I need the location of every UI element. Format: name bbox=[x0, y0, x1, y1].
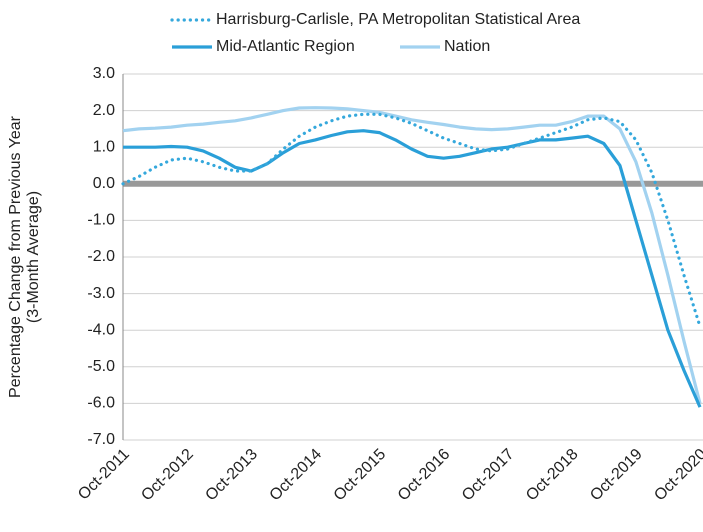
x-tick-label: Oct-2015 bbox=[331, 446, 390, 505]
y-tick-label: 1.0 bbox=[93, 138, 115, 155]
x-tick-label: Oct-2014 bbox=[267, 446, 326, 505]
legend-label: Harrisburg-Carlisle, PA Metropolitan Sta… bbox=[216, 11, 580, 28]
series-line bbox=[123, 129, 702, 408]
y-tick-label: -1.0 bbox=[87, 212, 115, 229]
legend-label: Nation bbox=[444, 38, 490, 55]
x-tick-label: Oct-2016 bbox=[395, 446, 454, 505]
x-tick-label: Oct-2019 bbox=[587, 446, 646, 505]
x-tick-label: Oct-2018 bbox=[523, 446, 582, 505]
y-tick-label: 0.0 bbox=[93, 175, 115, 192]
y-tick-label: 3.0 bbox=[93, 65, 115, 82]
x-tick-label: Oct-2017 bbox=[459, 446, 518, 505]
y-tick-label: -6.0 bbox=[87, 395, 115, 412]
x-tick-label: Oct-2011 bbox=[75, 446, 133, 504]
y-tick-label: 2.0 bbox=[93, 102, 115, 119]
y-axis-label: Percentage Change from Previous Year bbox=[7, 115, 24, 398]
y-axis-label: (3-Month Average) bbox=[25, 191, 42, 323]
y-tick-label: -5.0 bbox=[87, 358, 115, 375]
y-tick-label: -4.0 bbox=[87, 321, 115, 338]
legend-label: Mid-Atlantic Region bbox=[216, 38, 355, 55]
y-tick-label: -2.0 bbox=[87, 248, 115, 265]
series-line bbox=[122, 106, 702, 404]
x-tick-label: Oct-2013 bbox=[202, 446, 261, 505]
y-tick-label: -7.0 bbox=[87, 431, 115, 448]
x-tick-label: Oct-2020 bbox=[651, 446, 703, 505]
y-tick-label: -3.0 bbox=[87, 285, 115, 302]
series-line bbox=[121, 112, 702, 329]
x-tick-label: Oct-2012 bbox=[138, 446, 197, 505]
